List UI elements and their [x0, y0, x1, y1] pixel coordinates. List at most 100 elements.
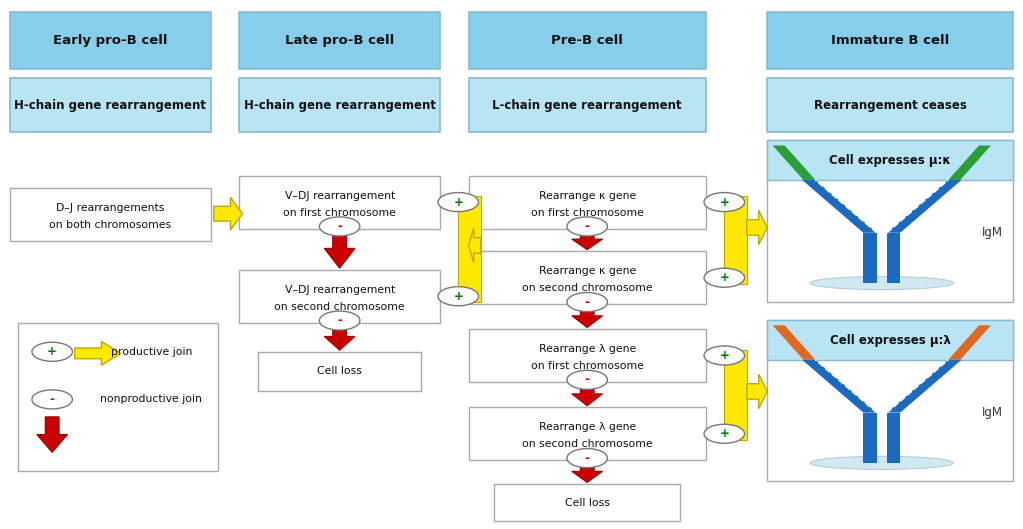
Text: +: + — [719, 271, 729, 284]
Text: Rearrangement ceases: Rearrangement ceases — [813, 98, 967, 112]
Text: +: + — [719, 196, 729, 208]
Bar — [239, 270, 440, 323]
Polygon shape — [458, 196, 481, 302]
Polygon shape — [572, 229, 603, 250]
Text: on first chromosome: on first chromosome — [531, 361, 643, 371]
Ellipse shape — [567, 370, 608, 389]
Text: H-chain gene rearrangement: H-chain gene rearrangement — [14, 98, 207, 112]
Polygon shape — [802, 180, 877, 233]
Text: V–DJ rearrangement: V–DJ rearrangement — [284, 285, 395, 295]
Ellipse shape — [704, 193, 745, 212]
Text: -: - — [585, 296, 589, 308]
Bar — [10, 12, 211, 69]
Polygon shape — [324, 323, 355, 350]
Text: Cell expresses μ:κ: Cell expresses μ:κ — [830, 154, 950, 167]
Bar — [239, 176, 440, 229]
Bar — [767, 12, 1013, 69]
Polygon shape — [444, 196, 470, 208]
Bar — [469, 251, 706, 304]
Text: on first chromosome: on first chromosome — [531, 208, 643, 217]
Bar — [767, 140, 1013, 302]
Polygon shape — [948, 145, 991, 180]
Polygon shape — [710, 428, 736, 440]
Bar — [767, 140, 1013, 180]
Ellipse shape — [32, 390, 73, 409]
Text: H-chain gene rearrangement: H-chain gene rearrangement — [243, 98, 436, 112]
Polygon shape — [887, 413, 900, 463]
Bar — [767, 320, 1013, 481]
Ellipse shape — [810, 456, 953, 470]
Polygon shape — [724, 196, 747, 284]
Bar — [239, 12, 440, 69]
Ellipse shape — [567, 293, 608, 312]
Text: on second chromosome: on second chromosome — [522, 284, 653, 293]
Ellipse shape — [438, 193, 479, 212]
Polygon shape — [710, 350, 736, 361]
Bar — [469, 176, 706, 229]
Text: Cell loss: Cell loss — [565, 498, 610, 507]
Text: -: - — [585, 220, 589, 233]
Text: Early pro-B cell: Early pro-B cell — [53, 34, 168, 47]
Ellipse shape — [567, 449, 608, 468]
Text: Rearrange κ gene: Rearrange κ gene — [538, 267, 636, 276]
Text: on second chromosome: on second chromosome — [522, 440, 653, 449]
Bar — [258, 352, 421, 391]
Text: L-chain gene rearrangement: L-chain gene rearrangement — [492, 98, 682, 112]
Ellipse shape — [704, 424, 745, 443]
Text: productive join: productive join — [110, 347, 192, 357]
Polygon shape — [469, 229, 481, 262]
Bar — [18, 323, 218, 471]
Text: IgM: IgM — [982, 226, 1003, 239]
Text: -: - — [338, 314, 342, 327]
Polygon shape — [747, 211, 767, 244]
Ellipse shape — [319, 217, 360, 236]
Text: +: + — [719, 349, 729, 362]
Polygon shape — [572, 382, 603, 406]
Polygon shape — [772, 145, 815, 180]
Polygon shape — [747, 375, 767, 408]
Text: on both chromosomes: on both chromosomes — [49, 220, 172, 230]
Polygon shape — [802, 360, 877, 413]
Ellipse shape — [704, 346, 745, 365]
Polygon shape — [863, 413, 877, 463]
Text: -: - — [585, 452, 589, 464]
Polygon shape — [324, 229, 355, 268]
Bar — [10, 188, 211, 241]
Text: Rearrange κ gene: Rearrange κ gene — [538, 191, 636, 200]
Polygon shape — [772, 325, 815, 360]
Bar — [494, 484, 680, 521]
Bar — [469, 329, 706, 382]
Polygon shape — [863, 233, 877, 283]
Ellipse shape — [704, 268, 745, 287]
Text: Cell expresses μ:λ: Cell expresses μ:λ — [830, 334, 950, 346]
Ellipse shape — [810, 276, 953, 290]
Polygon shape — [572, 304, 603, 327]
Polygon shape — [887, 360, 962, 413]
Ellipse shape — [567, 217, 608, 236]
Polygon shape — [444, 290, 470, 302]
Bar — [469, 78, 706, 132]
Text: Rearrange λ gene: Rearrange λ gene — [538, 423, 636, 432]
Polygon shape — [887, 233, 900, 283]
Text: -: - — [585, 373, 589, 386]
Polygon shape — [37, 417, 68, 452]
Text: +: + — [719, 427, 729, 440]
Ellipse shape — [32, 342, 73, 361]
Text: IgM: IgM — [982, 406, 1003, 419]
Bar — [239, 78, 440, 132]
Text: on second chromosome: on second chromosome — [274, 302, 405, 312]
Polygon shape — [572, 460, 603, 482]
Text: on first chromosome: on first chromosome — [283, 208, 396, 217]
Text: Pre-B cell: Pre-B cell — [551, 34, 623, 47]
Polygon shape — [710, 272, 736, 284]
Bar — [469, 407, 706, 460]
Ellipse shape — [438, 287, 479, 306]
Bar — [469, 12, 706, 69]
Text: +: + — [453, 290, 463, 303]
Text: V–DJ rearrangement: V–DJ rearrangement — [284, 191, 395, 200]
Text: +: + — [47, 345, 57, 358]
Text: -: - — [50, 393, 54, 406]
Text: nonproductive join: nonproductive join — [100, 395, 203, 404]
Text: -: - — [338, 220, 342, 233]
Polygon shape — [214, 197, 242, 230]
